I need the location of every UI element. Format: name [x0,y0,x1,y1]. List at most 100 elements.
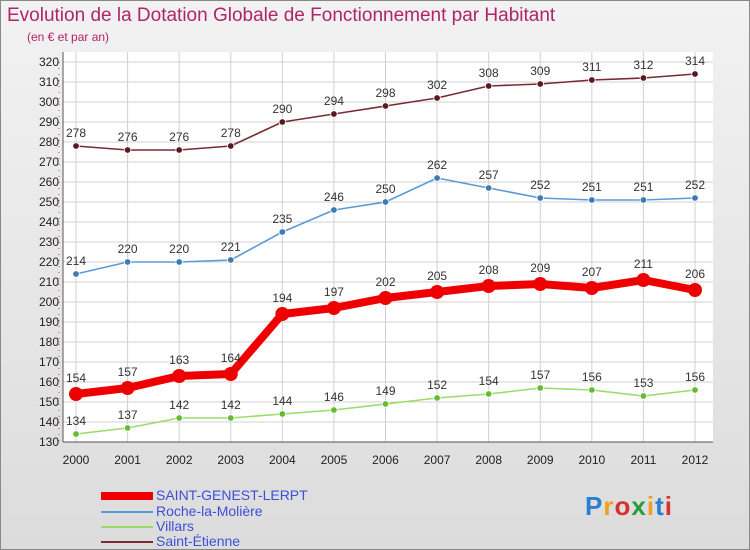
logo-letter: o [614,491,632,521]
y-tick-label: 160 [39,375,59,389]
data-point [175,258,183,266]
x-tick-label: 2005 [321,453,348,467]
y-tick-label: 200 [39,295,59,309]
y-tick-label: 300 [39,95,59,109]
y-tick-label: 130 [39,435,59,449]
data-point [588,196,596,204]
data-label: 220 [169,242,189,256]
data-point [433,94,441,102]
y-tick-label: 220 [39,255,59,269]
chart-subtitle: (en € et par an) [27,30,110,44]
data-label: 246 [324,190,344,204]
data-label: 194 [272,291,292,305]
logo-letter: i [646,491,656,521]
data-label: 251 [582,180,602,194]
legend-swatch [101,492,153,500]
data-point [588,76,596,84]
data-point [536,194,544,202]
y-tick-label: 140 [39,415,59,429]
y-tick-label: 270 [39,155,59,169]
data-label: 294 [324,94,344,108]
data-label: 205 [427,269,447,283]
data-point [536,384,544,392]
data-point [378,291,393,305]
legend-label: Roche-la-Molière [156,503,263,519]
y-tick-label: 180 [39,335,59,349]
data-point [120,381,135,395]
data-point [172,369,187,383]
data-label: 206 [685,267,705,281]
data-point [227,142,235,150]
data-label: 250 [375,182,395,196]
data-point [588,386,596,394]
y-tick-label: 290 [39,115,59,129]
data-point [584,281,599,295]
logo-letter: i [664,491,673,521]
legend-swatch [101,511,153,513]
logo-letter: t [655,491,665,521]
x-tick-label: 2007 [424,453,451,467]
data-label: 276 [169,130,189,144]
data-label: 152 [427,378,447,392]
y-tick-label: 320 [39,55,59,69]
data-point [433,174,441,182]
data-label: 252 [685,178,705,192]
data-point [381,198,390,206]
logo-letter: r [603,491,615,521]
data-point [639,196,648,204]
x-tick-label: 2000 [63,453,90,467]
x-tick-label: 2004 [269,453,296,467]
data-label: 252 [530,178,550,192]
data-label: 153 [633,376,653,390]
data-label: 214 [66,254,86,268]
data-label: 312 [633,58,653,72]
data-point [227,256,235,264]
data-label: 221 [221,240,241,254]
data-label: 154 [66,371,86,385]
data-point [691,386,699,394]
data-label: 142 [221,398,241,412]
data-point [175,414,183,422]
legend-label: Saint-Étienne [156,533,241,549]
data-label: 257 [479,168,499,182]
data-point [69,387,83,401]
data-point [691,70,699,78]
data-label: 156 [685,370,705,384]
y-tick-label: 230 [39,235,59,249]
y-tick-label: 250 [39,195,59,209]
data-point [484,184,493,192]
data-label: 137 [118,408,138,422]
data-label: 290 [272,102,292,116]
data-point [278,118,287,126]
y-tick-label: 310 [39,75,59,89]
x-tick-label: 2006 [372,453,399,467]
data-label: 157 [530,368,550,382]
data-point [275,307,290,321]
x-tick-label: 2001 [114,453,141,467]
data-label: 311 [582,60,601,74]
data-label: 220 [118,242,138,256]
data-point [330,206,338,214]
data-point [636,273,651,287]
proxiti-logo: Proxiti [585,491,673,522]
data-label: 134 [66,414,86,428]
data-point [433,394,441,402]
data-point [381,400,390,408]
x-tick-label: 2011 [631,453,657,467]
data-label: 146 [324,390,344,404]
data-point [533,277,548,291]
data-point [123,424,132,432]
legend-label: SAINT-GENEST-LERPT [156,487,308,503]
data-point [536,80,544,88]
data-point [278,228,287,236]
data-label: 164 [221,351,241,365]
data-point [330,406,338,414]
data-point [430,285,445,299]
legend-swatch [101,526,153,528]
chart-title: Evolution de la Dotation Globale de Fonc… [7,5,556,26]
data-point [123,258,132,266]
x-tick-label: 2008 [475,453,502,467]
y-tick-label: 210 [39,275,59,289]
